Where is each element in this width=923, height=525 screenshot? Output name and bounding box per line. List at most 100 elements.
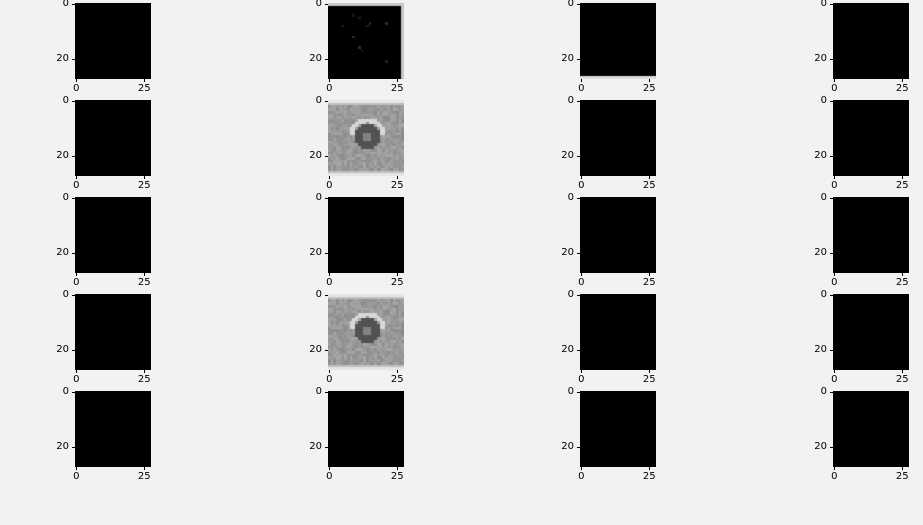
xtick-mark [397,370,398,373]
ytick-label: 0 [39,387,69,397]
xtick-mark [834,370,835,373]
subplot-r4-c0: 020025 [75,391,151,467]
ytick-mark [577,198,580,199]
image-panel [328,294,404,370]
xtick-mark [649,467,650,470]
subplot-r2-c0: 020025 [75,197,151,273]
xtick-mark [649,370,650,373]
ytick-mark [830,156,833,157]
xtick-mark [76,79,77,82]
ytick-mark [325,447,328,448]
ytick-label: 20 [292,345,322,355]
xtick-label: 0 [61,278,91,288]
ytick-mark [72,101,75,102]
ytick-mark [325,253,328,254]
subplot-r1-c3: 020025 [833,100,909,176]
xtick-label: 0 [61,375,91,385]
ytick-mark [72,156,75,157]
xtick-mark [902,467,903,470]
xtick-mark [581,176,582,179]
xtick-mark [144,467,145,470]
xtick-mark [834,79,835,82]
ytick-label: 20 [797,151,827,161]
image-panel [580,100,656,176]
subplot-r3-c1: 020025 [328,294,404,370]
xtick-mark [834,176,835,179]
axes [75,391,151,467]
xtick-label: 0 [566,375,596,385]
ytick-label: 0 [292,387,322,397]
xtick-mark [76,273,77,276]
axes [580,3,656,79]
image-panel [328,197,404,273]
axes [328,294,404,370]
image-panel [328,3,404,79]
image-panel [833,100,909,176]
ytick-mark [72,59,75,60]
xtick-label: 0 [819,84,849,94]
ytick-mark [577,392,580,393]
ytick-mark [577,4,580,5]
xtick-label: 0 [566,472,596,482]
subplot-r4-c2: 020025 [580,391,656,467]
ytick-mark [830,59,833,60]
ytick-mark [830,392,833,393]
xtick-label: 0 [61,472,91,482]
ytick-mark [577,101,580,102]
xtick-label: 25 [382,472,412,482]
subplot-r0-c3: 020025 [833,3,909,79]
xtick-mark [144,79,145,82]
ytick-mark [577,59,580,60]
xtick-mark [329,370,330,373]
image-panel [833,391,909,467]
xtick-mark [902,370,903,373]
axes [328,197,404,273]
ytick-label: 20 [292,151,322,161]
ytick-label: 0 [797,193,827,203]
ytick-label: 0 [797,96,827,106]
ytick-label: 20 [544,151,574,161]
xtick-label: 25 [634,181,664,191]
ytick-label: 20 [544,442,574,452]
subplot-r4-c3: 020025 [833,391,909,467]
image-panel [833,294,909,370]
xtick-mark [397,176,398,179]
axes [75,100,151,176]
ytick-mark [325,4,328,5]
axes [833,100,909,176]
axes [75,197,151,273]
subplot-r0-c2: 020025 [580,3,656,79]
xtick-label: 0 [566,181,596,191]
subplot-r3-c2: 020025 [580,294,656,370]
image-panel [580,197,656,273]
xtick-label: 25 [129,181,159,191]
image-panel [580,3,656,79]
image-panel [328,100,404,176]
xtick-label: 25 [382,375,412,385]
ytick-label: 20 [39,54,69,64]
ytick-label: 20 [39,248,69,258]
subplot-r2-c2: 020025 [580,197,656,273]
axes [833,3,909,79]
xtick-label: 0 [819,181,849,191]
ytick-label: 0 [544,193,574,203]
ytick-mark [830,295,833,296]
xtick-mark [144,370,145,373]
ytick-label: 0 [797,290,827,300]
xtick-mark [397,79,398,82]
ytick-mark [577,156,580,157]
xtick-label: 0 [314,181,344,191]
xtick-label: 25 [634,472,664,482]
axes [75,294,151,370]
axes [580,391,656,467]
ytick-label: 0 [39,290,69,300]
ytick-mark [577,295,580,296]
subplot-r3-c3: 020025 [833,294,909,370]
xtick-label: 0 [314,84,344,94]
subplot-r3-c0: 020025 [75,294,151,370]
xtick-mark [76,370,77,373]
xtick-label: 25 [634,375,664,385]
ytick-label: 20 [292,54,322,64]
xtick-mark [329,79,330,82]
ytick-mark [577,447,580,448]
